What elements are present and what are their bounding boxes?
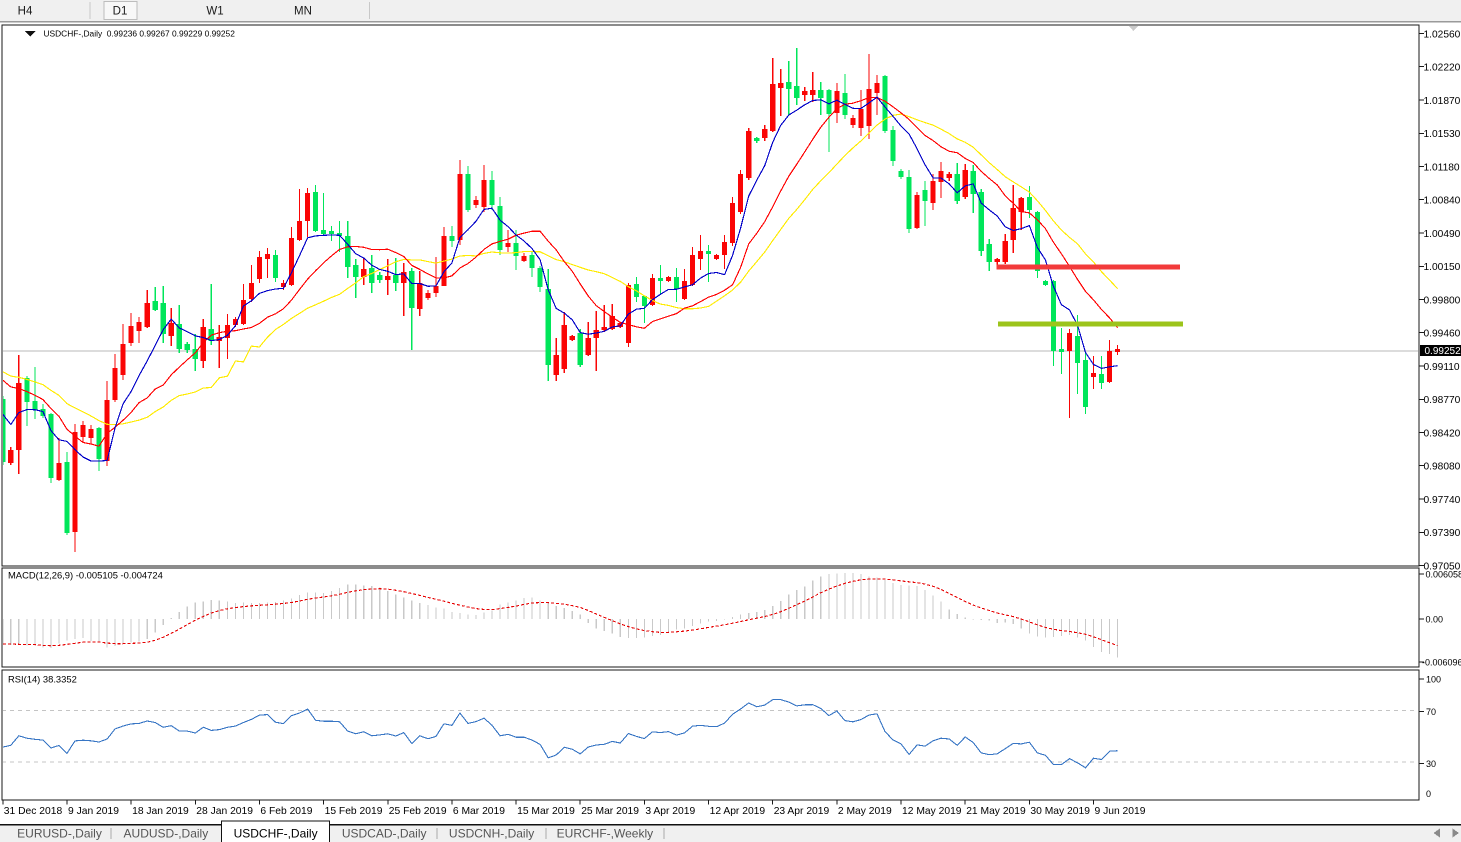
svg-text:MN: MN — [294, 6, 312, 18]
svg-text:D1: D1 — [113, 6, 128, 18]
svg-text:W1: W1 — [206, 6, 223, 18]
svg-text:0.99800: 0.99800 — [1424, 295, 1461, 306]
svg-text:9 Jun 2019: 9 Jun 2019 — [1095, 806, 1146, 817]
svg-text:0.98080: 0.98080 — [1424, 462, 1461, 473]
svg-text:6 Mar 2019: 6 Mar 2019 — [453, 806, 505, 817]
svg-text:-0.006096: -0.006096 — [1422, 657, 1461, 667]
svg-text:USDCHF-,Daily: USDCHF-,Daily — [234, 827, 318, 841]
svg-text:28 Jan 2019: 28 Jan 2019 — [196, 806, 253, 817]
svg-text:MACD(12,26,9) -0.005105 -0.004: MACD(12,26,9) -0.005105 -0.004724 — [8, 570, 163, 581]
svg-text:25 Mar 2019: 25 Mar 2019 — [581, 806, 639, 817]
svg-text:21 May 2019: 21 May 2019 — [966, 806, 1026, 817]
svg-text:1.02560: 1.02560 — [1424, 29, 1461, 40]
svg-text:0.97740: 0.97740 — [1424, 495, 1461, 506]
svg-text:1.00840: 1.00840 — [1424, 196, 1461, 207]
svg-text:1.02220: 1.02220 — [1424, 63, 1461, 74]
svg-text:25 Feb 2019: 25 Feb 2019 — [389, 806, 447, 817]
svg-text:18 Jan 2019: 18 Jan 2019 — [132, 806, 189, 817]
svg-text:9 Jan 2019: 9 Jan 2019 — [68, 806, 119, 817]
svg-text:1.01180: 1.01180 — [1424, 162, 1460, 173]
svg-text:1.01870: 1.01870 — [1424, 96, 1461, 107]
svg-text:EURUSD-,Daily: EURUSD-,Daily — [17, 827, 102, 841]
svg-text:0.99252: 0.99252 — [1425, 346, 1461, 357]
svg-text:H4: H4 — [18, 6, 33, 18]
svg-text:30: 30 — [1426, 759, 1436, 769]
svg-text:30 May 2019: 30 May 2019 — [1030, 806, 1090, 817]
svg-text:15 Feb 2019: 15 Feb 2019 — [325, 806, 383, 817]
svg-text:RSI(14) 38.3352: RSI(14) 38.3352 — [8, 674, 77, 685]
svg-text:0.98770: 0.98770 — [1424, 395, 1461, 406]
svg-text:0.97390: 0.97390 — [1424, 528, 1461, 539]
svg-text:USDCHF-,Daily 0.99236 0.99267: USDCHF-,Daily 0.99236 0.99267 0.99229 0.… — [44, 29, 236, 39]
svg-text:EURCHF-,Weekly: EURCHF-,Weekly — [557, 827, 653, 841]
svg-text:3 Apr 2019: 3 Apr 2019 — [645, 806, 695, 817]
svg-text:USDCNH-,Daily: USDCNH-,Daily — [449, 827, 534, 841]
svg-text:15 Mar 2019: 15 Mar 2019 — [517, 806, 575, 817]
svg-text:12 May 2019: 12 May 2019 — [902, 806, 962, 817]
svg-text:100: 100 — [1426, 675, 1441, 685]
svg-text:0.00: 0.00 — [1426, 615, 1444, 625]
svg-text:0: 0 — [1426, 789, 1431, 799]
svg-text:12 Apr 2019: 12 Apr 2019 — [710, 806, 766, 817]
svg-text:AUDUSD-,Daily: AUDUSD-,Daily — [124, 827, 209, 841]
svg-text:0.98420: 0.98420 — [1424, 428, 1461, 439]
svg-text:0.99110: 0.99110 — [1424, 362, 1460, 373]
svg-text:70: 70 — [1426, 707, 1436, 717]
svg-text:0.99460: 0.99460 — [1424, 329, 1461, 340]
svg-text:1.00490: 1.00490 — [1424, 229, 1461, 240]
svg-text:0.97050: 0.97050 — [1424, 561, 1461, 572]
svg-text:1.00150: 1.00150 — [1424, 262, 1461, 273]
svg-text:23 Apr 2019: 23 Apr 2019 — [774, 806, 830, 817]
svg-text:1.01530: 1.01530 — [1424, 129, 1461, 140]
svg-text:USDCAD-,Daily: USDCAD-,Daily — [342, 827, 427, 841]
svg-text:2 May 2019: 2 May 2019 — [838, 806, 892, 817]
svg-text:31 Dec 2018: 31 Dec 2018 — [4, 806, 63, 817]
svg-text:0.006058: 0.006058 — [1426, 570, 1461, 580]
svg-text:6 Feb 2019: 6 Feb 2019 — [260, 806, 312, 817]
